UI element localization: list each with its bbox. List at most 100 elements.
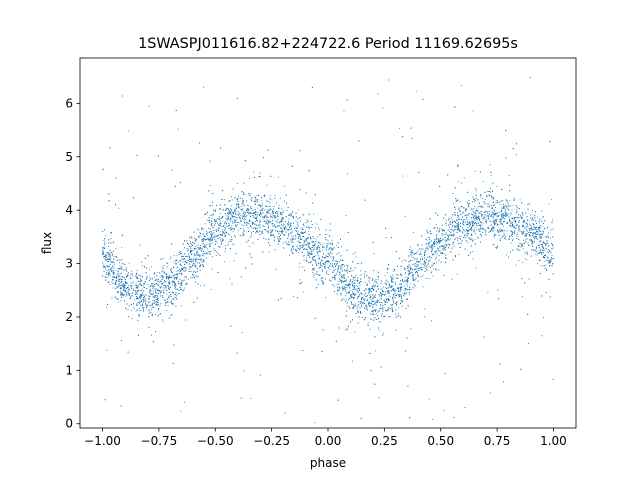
data-point xyxy=(123,295,125,297)
data-point xyxy=(455,209,456,211)
data-point xyxy=(142,302,144,303)
data-point xyxy=(516,208,518,210)
data-point xyxy=(395,289,397,291)
data-point xyxy=(228,212,230,214)
data-point xyxy=(464,235,465,237)
data-point xyxy=(195,246,197,248)
data-point xyxy=(474,219,476,221)
data-point xyxy=(382,307,384,308)
data-point xyxy=(384,287,386,289)
data-point xyxy=(453,229,455,231)
data-point xyxy=(526,225,528,227)
data-point xyxy=(445,236,447,238)
data-point xyxy=(156,305,158,307)
data-point xyxy=(498,223,500,225)
data-point xyxy=(165,286,167,288)
data-point xyxy=(376,299,378,301)
data-point xyxy=(502,207,504,209)
data-point xyxy=(357,277,359,279)
data-point xyxy=(536,254,538,256)
data-point xyxy=(284,200,285,202)
data-point xyxy=(435,223,437,225)
data-point xyxy=(458,215,459,217)
data-point xyxy=(434,251,436,253)
data-point xyxy=(510,230,512,232)
data-point xyxy=(234,210,236,211)
data-point xyxy=(266,223,268,225)
data-point xyxy=(254,200,256,202)
data-point xyxy=(540,240,542,242)
data-point xyxy=(509,200,511,202)
data-point xyxy=(485,222,487,224)
data-point xyxy=(306,257,308,259)
data-point xyxy=(237,199,239,201)
data-point xyxy=(345,278,347,280)
data-point xyxy=(398,307,399,309)
data-point xyxy=(457,240,459,242)
data-point xyxy=(474,229,475,231)
data-point xyxy=(238,230,239,232)
data-point xyxy=(211,236,212,238)
data-point xyxy=(176,263,178,265)
data-point xyxy=(233,260,235,262)
data-point xyxy=(339,260,341,262)
data-point xyxy=(371,303,373,304)
data-point xyxy=(526,259,528,261)
data-point xyxy=(345,301,347,303)
data-point xyxy=(126,277,127,278)
data-point xyxy=(320,260,322,262)
data-point xyxy=(202,259,204,261)
data-point xyxy=(425,243,427,245)
data-point xyxy=(498,215,500,216)
data-point xyxy=(536,263,538,265)
data-point xyxy=(401,260,403,262)
data-point xyxy=(306,237,308,239)
data-point xyxy=(465,237,466,239)
data-point xyxy=(355,285,357,287)
data-point xyxy=(432,245,434,247)
data-point xyxy=(482,181,484,182)
data-point xyxy=(151,303,153,305)
data-point xyxy=(458,219,460,220)
data-point xyxy=(432,275,434,277)
data-point xyxy=(482,231,484,233)
data-point xyxy=(533,241,535,243)
data-point xyxy=(184,401,186,403)
data-point xyxy=(437,240,439,242)
data-point xyxy=(289,224,291,226)
data-point xyxy=(174,276,176,278)
data-point xyxy=(325,248,327,250)
data-point xyxy=(107,251,109,253)
data-point xyxy=(433,268,434,270)
data-point xyxy=(343,298,345,300)
data-point xyxy=(212,233,213,235)
data-point xyxy=(195,266,196,268)
data-point xyxy=(513,238,515,240)
data-point xyxy=(511,231,513,233)
data-point xyxy=(545,259,547,261)
data-point xyxy=(495,246,497,248)
data-point xyxy=(141,295,143,297)
data-point xyxy=(460,222,461,224)
data-point xyxy=(257,199,258,200)
data-point xyxy=(370,302,372,304)
data-point xyxy=(133,289,135,291)
data-point xyxy=(314,422,316,424)
data-point xyxy=(451,278,453,280)
data-point xyxy=(522,217,524,219)
data-point xyxy=(130,309,132,311)
data-point xyxy=(196,262,198,263)
data-point xyxy=(395,303,396,305)
data-point xyxy=(522,245,524,247)
data-point xyxy=(290,232,292,234)
data-point xyxy=(228,217,229,219)
data-point xyxy=(544,261,546,263)
data-point xyxy=(116,269,118,271)
data-point xyxy=(403,267,405,269)
data-point xyxy=(475,212,477,214)
data-point xyxy=(515,264,517,266)
data-point xyxy=(140,295,142,297)
data-point xyxy=(143,284,145,286)
data-point xyxy=(456,273,458,275)
data-point xyxy=(475,190,477,192)
